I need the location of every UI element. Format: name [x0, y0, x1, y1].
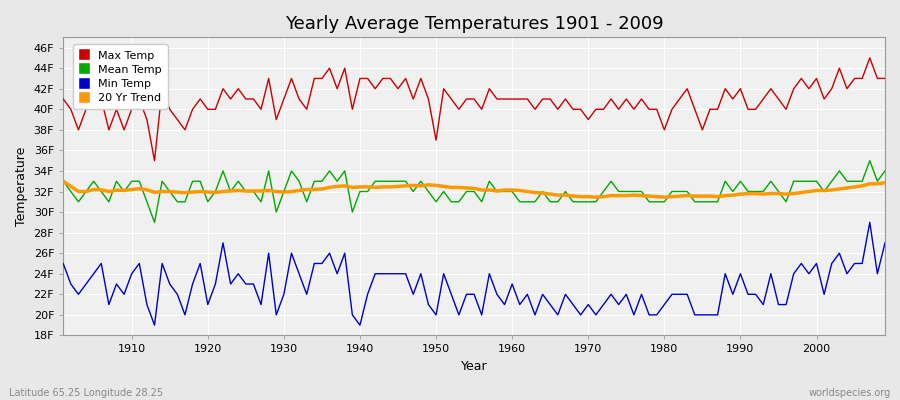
Text: worldspecies.org: worldspecies.org	[809, 388, 891, 398]
X-axis label: Year: Year	[461, 360, 488, 373]
Title: Yearly Average Temperatures 1901 - 2009: Yearly Average Temperatures 1901 - 2009	[284, 15, 663, 33]
Legend: Max Temp, Mean Temp, Min Temp, 20 Yr Trend: Max Temp, Mean Temp, Min Temp, 20 Yr Tre…	[73, 44, 167, 109]
Text: Latitude 65.25 Longitude 28.25: Latitude 65.25 Longitude 28.25	[9, 388, 163, 398]
Y-axis label: Temperature: Temperature	[15, 147, 28, 226]
